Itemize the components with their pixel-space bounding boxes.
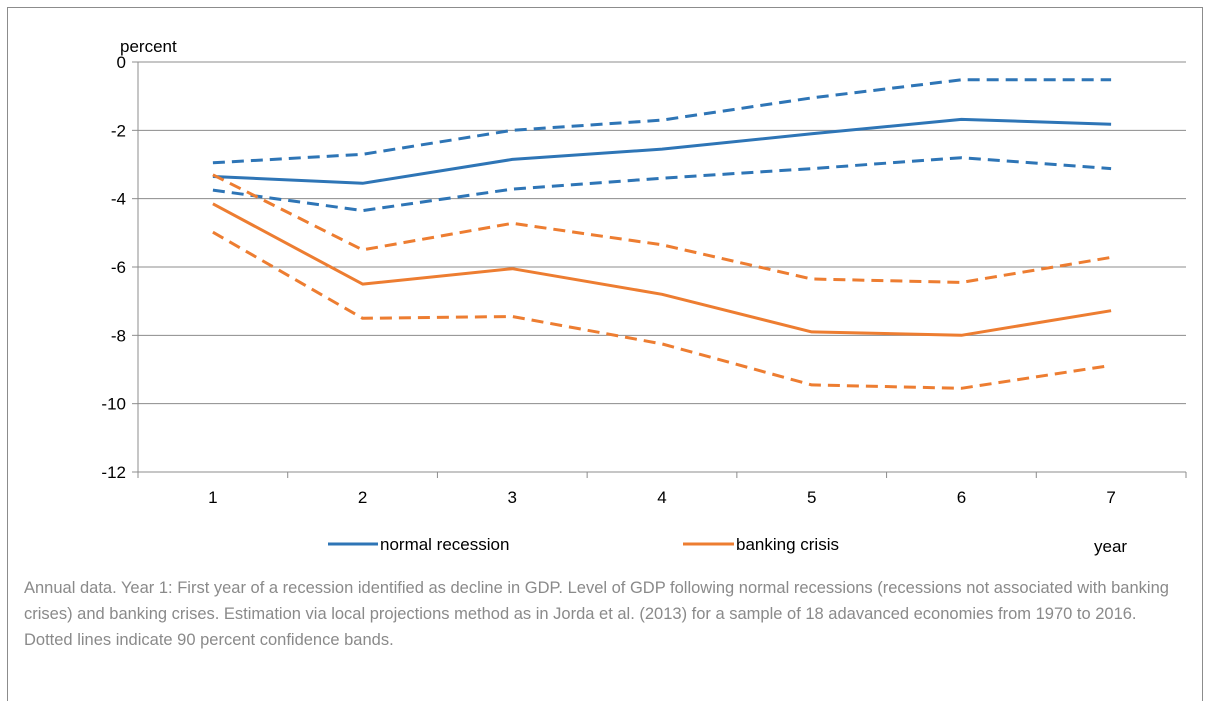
y-tick-label: -6 <box>111 258 126 277</box>
y-tick-label: -10 <box>101 395 126 414</box>
x-tick-labels: 1 2 3 4 5 6 7 <box>208 488 1116 507</box>
x-tick-label: 4 <box>657 488 666 507</box>
legend-label: banking crisis <box>736 535 839 554</box>
x-axis-label: year <box>1094 537 1127 556</box>
x-tick-label: 3 <box>508 488 517 507</box>
y-tick-label: -12 <box>101 463 126 482</box>
confidence-band-line <box>212 173 1112 284</box>
legend-label: normal recession <box>380 535 509 554</box>
x-tick-label: 6 <box>957 488 966 507</box>
series-lines <box>212 78 1112 390</box>
gridlines <box>138 61 1186 405</box>
y-tick-label: -4 <box>111 190 126 209</box>
confidence-band-line <box>212 230 1112 390</box>
x-tick-label: 2 <box>358 488 367 507</box>
x-tick-label: 5 <box>807 488 816 507</box>
y-tick-label: 0 <box>117 53 126 72</box>
series-line <box>212 117 1112 185</box>
figure-caption: Annual data. Year 1: First year of a rec… <box>24 579 1169 649</box>
x-tick-label: 1 <box>208 488 217 507</box>
x-tick-label: 7 <box>1106 488 1115 507</box>
axes <box>132 61 1187 478</box>
confidence-band-line <box>212 156 1112 213</box>
y-tick-label: -2 <box>111 121 126 140</box>
series-line <box>212 202 1112 337</box>
y-axis-label: percent <box>120 37 177 56</box>
y-tick-labels: 0 -2 -4 -6 -8 -10 -12 <box>101 53 126 482</box>
legend: normal recession banking crisis <box>328 535 839 554</box>
y-tick-label: -8 <box>111 326 126 345</box>
chart-frame <box>7 7 1203 701</box>
